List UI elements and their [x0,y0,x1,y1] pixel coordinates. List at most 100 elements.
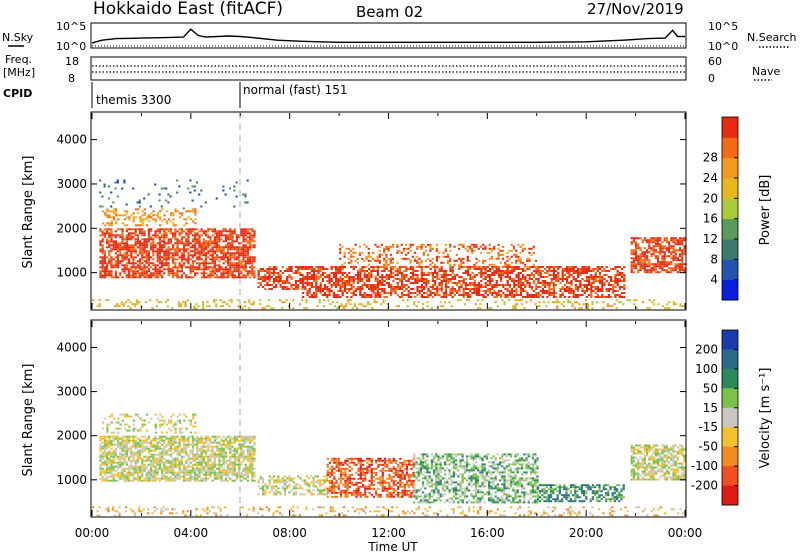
data-cell [510,243,513,246]
data-cell [511,278,514,280]
data-cell [110,244,113,247]
data-cell [637,247,640,250]
data-cell [570,282,573,284]
data-cell [405,253,408,256]
data-cell [431,284,434,286]
data-cell [191,260,194,263]
data-cell [238,248,241,251]
data-cell [594,292,597,294]
data-cell [319,270,322,272]
data-cell [389,245,392,248]
data-cell [460,286,463,288]
data-cell [653,299,656,302]
data-cell [176,191,179,194]
data-cell [213,437,216,440]
data-cell [506,284,509,286]
data-cell [125,439,128,442]
data-cell [110,465,113,468]
data-cell [528,247,531,250]
data-cell [480,294,483,296]
data-cell [244,195,247,198]
data-cell [150,244,153,247]
data-cell [368,294,371,296]
data-cell [211,435,214,438]
data-cell [114,305,117,308]
data-cell [205,258,208,261]
data-cell [532,265,535,268]
data-cell [213,453,216,456]
data-cell [209,274,212,277]
data-cell [418,292,421,294]
data-cell [365,280,368,282]
data-cell [506,296,509,298]
data-cell [205,435,208,438]
data-cell [406,299,409,302]
data-cell [229,254,232,257]
data-cell [497,292,500,294]
data-cell [456,284,459,286]
freq-unit-label: [MHz] [3,66,35,79]
data-cell [257,270,260,272]
data-cell [125,437,128,440]
data-cell [180,258,183,261]
data-cell [176,270,179,273]
data-cell [517,243,520,246]
data-cell [447,294,450,296]
data-cell [143,270,146,273]
data-cell [233,248,236,251]
data-cell [207,236,210,239]
data-cell [489,274,492,276]
data-cell [405,270,408,272]
data-cell [559,288,562,290]
data-cell [130,461,133,464]
data-cell [683,253,686,256]
data-cell [237,299,240,302]
data-cell [486,251,489,254]
data-cell [385,263,388,266]
data-cell [128,437,131,440]
data-cell [139,276,142,279]
data-cell [237,305,240,308]
data-cell [150,443,153,446]
data-cell [546,292,549,294]
data-cell [323,305,326,308]
data-cell [447,274,450,276]
data-cell [396,274,399,276]
data-cell [154,230,157,233]
data-cell [110,264,113,267]
data-cell [246,201,249,204]
data-cell [301,268,304,270]
data-cell [346,288,349,290]
data-cell [209,244,212,247]
data-cell [130,274,133,277]
data-cell [244,244,247,247]
data-cell [128,246,131,249]
data-cell [288,270,291,272]
data-cell [253,244,256,247]
data-cell [183,272,186,275]
data-cell [156,216,160,219]
data-cell [596,276,599,278]
data-cell [578,307,581,310]
data-cell [425,274,428,276]
data-cell [319,274,322,276]
data-cell [661,245,664,248]
data-cell [579,274,582,276]
data-cell [555,292,558,294]
data-cell [681,243,684,246]
data-cell [650,263,653,266]
data-cell [440,284,443,286]
data-cell [346,280,349,282]
data-cell [132,248,135,251]
data-cell [341,263,344,266]
data-cell [99,248,102,251]
data-cell [99,473,102,476]
data-cell [123,443,126,446]
data-cell [643,251,646,254]
data-cell [198,230,201,233]
data-cell [639,257,642,260]
data-cell [497,276,500,278]
data-cell [184,305,187,308]
data-cell [475,257,478,260]
data-cell [207,242,210,245]
